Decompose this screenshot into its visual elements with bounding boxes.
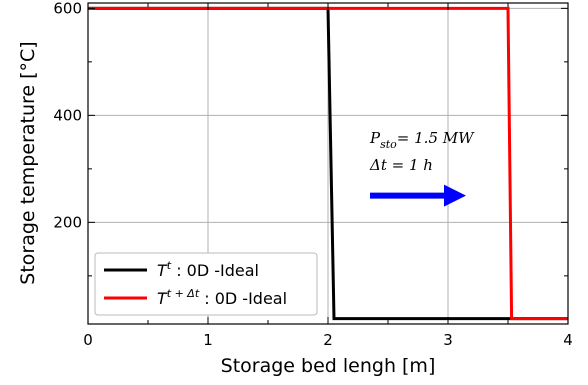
plot-frame — [87, 2, 569, 325]
tick-labels: 0 1 2 3 4 200 400 600 — [53, 0, 572, 349]
legend: Tt : 0D -Ideal Tt + Δt : 0D -Ideal — [94, 252, 318, 316]
x-tick-label: 2 — [323, 331, 333, 349]
legend-label-t-dt-base: T — [157, 289, 168, 308]
x-tick-label: 3 — [443, 331, 453, 349]
annotation-power-sub: sto — [380, 138, 397, 151]
y-tick-label: 400 — [53, 106, 82, 124]
legend-box — [94, 252, 318, 316]
y-tick-label: 600 — [53, 0, 82, 17]
legend-label-t-base: T — [157, 261, 168, 280]
annotation-timestep: Δt = 1 h — [369, 156, 433, 174]
x-axis-title: Storage bed lengh [m] — [221, 355, 436, 377]
arrow-head — [444, 184, 466, 207]
annotation-power: Psto= 1.5 MW — [369, 129, 475, 151]
legend-label-t-dt-sup: t + Δt — [167, 287, 200, 300]
legend-label-t-rest: : 0D -Ideal — [171, 261, 259, 280]
legend-label-t-dt-rest: : 0D -Ideal — [199, 289, 287, 308]
annotation-power-main: P — [369, 129, 381, 147]
x-tick-label: 4 — [563, 331, 573, 349]
y-tick-label: 200 — [53, 213, 82, 231]
legend-label-t: Tt : 0D -Ideal — [157, 259, 259, 280]
series-line-t-dt — [88, 6, 568, 321]
direction-arrow — [370, 184, 466, 207]
x-tick-label: 1 — [203, 331, 213, 349]
legend-label-t-dt: Tt + Δt : 0D -Ideal — [157, 287, 287, 308]
annotation: Psto= 1.5 MW Δt = 1 h — [369, 129, 475, 174]
x-tick-label: 0 — [83, 331, 93, 349]
legend-label-t-sup: t — [167, 259, 172, 272]
y-axis-title: Storage temperature [°C] — [17, 41, 39, 284]
annotation-power-rest: = 1.5 MW — [397, 129, 475, 147]
